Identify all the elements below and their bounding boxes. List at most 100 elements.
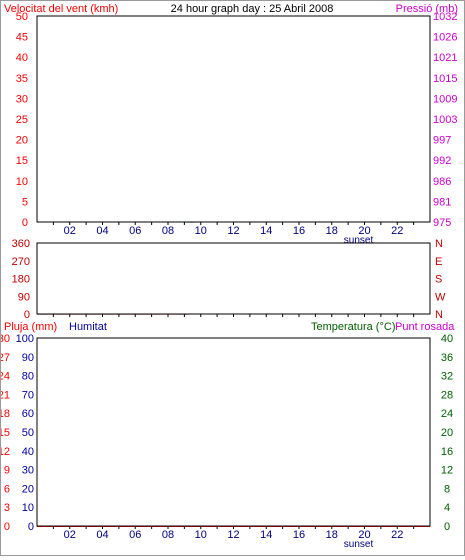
x-tick-label: 10 bbox=[195, 225, 207, 237]
humidity-y-tick: 0 bbox=[28, 521, 34, 533]
x-tick-label: 22 bbox=[391, 225, 403, 237]
pressure-y-tick: 975 bbox=[433, 217, 451, 229]
temperature-y-tick: 40 bbox=[441, 333, 453, 345]
x-tick-label: 02 bbox=[64, 529, 76, 541]
x-tick-label: 08 bbox=[162, 225, 174, 237]
compass-tick: S bbox=[435, 274, 442, 286]
compass-tick: N bbox=[435, 309, 443, 321]
humidity-y-tick: 40 bbox=[22, 446, 34, 458]
compass-tick: E bbox=[435, 256, 442, 268]
direction-y-tick: 0 bbox=[24, 309, 30, 321]
wind-y-tick: 35 bbox=[16, 73, 28, 85]
wind-y-tick: 10 bbox=[16, 176, 28, 188]
rain-y-tick: 15 bbox=[1, 427, 10, 439]
rain-y-tick: 24 bbox=[1, 371, 10, 383]
graph-title: 24 hour graph day : 25 Abril 2008 bbox=[171, 3, 334, 15]
compass-tick: W bbox=[435, 291, 446, 303]
sunset-label: sunset bbox=[344, 539, 374, 550]
x-tick-label: 04 bbox=[96, 529, 108, 541]
rain-y-tick: 27 bbox=[1, 352, 10, 364]
panel-3-border bbox=[36, 337, 431, 527]
pressure-y-tick: 1026 bbox=[433, 32, 457, 44]
pressure-y-tick: 1015 bbox=[433, 73, 457, 85]
rain-y-tick: 12 bbox=[1, 446, 10, 458]
wind-y-tick: 0 bbox=[22, 217, 28, 229]
rain-y-tick: 18 bbox=[1, 408, 10, 420]
humidity-title: Humitat bbox=[69, 321, 107, 333]
x-tick-label: 08 bbox=[162, 529, 174, 541]
wind-y-tick: 15 bbox=[16, 155, 28, 167]
humidity-y-tick: 80 bbox=[22, 371, 34, 383]
rain-y-tick: 0 bbox=[4, 521, 10, 533]
wind-y-tick: 5 bbox=[22, 196, 28, 208]
x-tick-label: 16 bbox=[293, 529, 305, 541]
humidity-y-tick: 90 bbox=[22, 352, 34, 364]
pressure-y-tick: 992 bbox=[433, 155, 451, 167]
humidity-y-tick: 50 bbox=[22, 427, 34, 439]
panel-2-border bbox=[36, 242, 431, 315]
wind-y-tick: 30 bbox=[16, 93, 28, 105]
x-tick-label: 20 bbox=[358, 225, 370, 237]
direction-y-tick: 360 bbox=[12, 238, 30, 250]
humidity-y-tick: 70 bbox=[22, 389, 34, 401]
x-tick-label: 14 bbox=[260, 225, 272, 237]
wind-y-tick: 45 bbox=[16, 32, 28, 44]
x-tick-label: 06 bbox=[129, 225, 141, 237]
wind-y-tick: 50 bbox=[16, 11, 28, 23]
rain-title: Pluja (mm) bbox=[4, 321, 57, 333]
wind-y-tick: 20 bbox=[16, 135, 28, 147]
x-tick-label: 16 bbox=[293, 225, 305, 237]
pressure-y-tick: 986 bbox=[433, 176, 451, 188]
temperature-y-tick: 24 bbox=[441, 408, 453, 420]
pressure-y-tick: 1009 bbox=[433, 93, 457, 105]
temperature-y-tick: 36 bbox=[441, 352, 453, 364]
temperature-y-tick: 32 bbox=[441, 371, 453, 383]
x-tick-label: 18 bbox=[326, 529, 338, 541]
temperature-y-tick: 20 bbox=[441, 427, 453, 439]
sunset-label: sunset bbox=[344, 235, 374, 246]
humidity-y-tick: 20 bbox=[22, 483, 34, 495]
x-tick-label: 02 bbox=[64, 225, 76, 237]
humidity-y-tick: 10 bbox=[22, 502, 34, 514]
temperature-y-tick: 8 bbox=[444, 483, 450, 495]
x-tick-label: 22 bbox=[391, 529, 403, 541]
direction-y-tick: 270 bbox=[12, 256, 30, 268]
humidity-y-tick: 30 bbox=[22, 465, 34, 477]
pressure-y-tick: 981 bbox=[433, 196, 451, 208]
pressure-y-tick: 1032 bbox=[433, 11, 457, 23]
temperature-y-tick: 16 bbox=[441, 446, 453, 458]
temperature-y-tick: 0 bbox=[444, 521, 450, 533]
wind-y-tick: 25 bbox=[16, 114, 28, 126]
temperature-y-tick: 12 bbox=[441, 465, 453, 477]
x-tick-label: 06 bbox=[129, 529, 141, 541]
rain-y-tick: 3 bbox=[4, 502, 10, 514]
pressure-y-tick: 997 bbox=[433, 135, 451, 147]
rain-y-tick: 21 bbox=[1, 389, 10, 401]
compass-tick: N bbox=[435, 238, 443, 250]
pressure-title: Pressió (mb) bbox=[396, 3, 458, 15]
dewpoint-title: Punt rosada bbox=[395, 321, 455, 333]
x-tick-label: 04 bbox=[96, 225, 108, 237]
wind-title: Velocitat del vent (kmh) bbox=[4, 3, 118, 15]
x-tick-label: 18 bbox=[326, 225, 338, 237]
x-tick-label: 20 bbox=[358, 529, 370, 541]
x-tick-label: 10 bbox=[195, 529, 207, 541]
pressure-y-tick: 1021 bbox=[433, 52, 457, 64]
x-tick-label: 12 bbox=[227, 529, 239, 541]
rain-y-tick: 30 bbox=[1, 333, 10, 345]
rain-y-tick: 9 bbox=[4, 465, 10, 477]
rain-y-tick: 6 bbox=[4, 483, 10, 495]
temperature-y-tick: 4 bbox=[444, 502, 450, 514]
direction-y-tick: 180 bbox=[12, 274, 30, 286]
temperature-y-tick: 28 bbox=[441, 389, 453, 401]
x-tick-label: 14 bbox=[260, 529, 272, 541]
pressure-y-tick: 1003 bbox=[433, 114, 457, 126]
wind-y-tick: 40 bbox=[16, 52, 28, 64]
humidity-y-tick: 60 bbox=[22, 408, 34, 420]
panel-1-border bbox=[36, 15, 431, 223]
temperature-title: Temperatura (°C) bbox=[311, 321, 395, 333]
humidity-y-tick: 100 bbox=[16, 333, 34, 345]
direction-y-tick: 90 bbox=[18, 291, 30, 303]
